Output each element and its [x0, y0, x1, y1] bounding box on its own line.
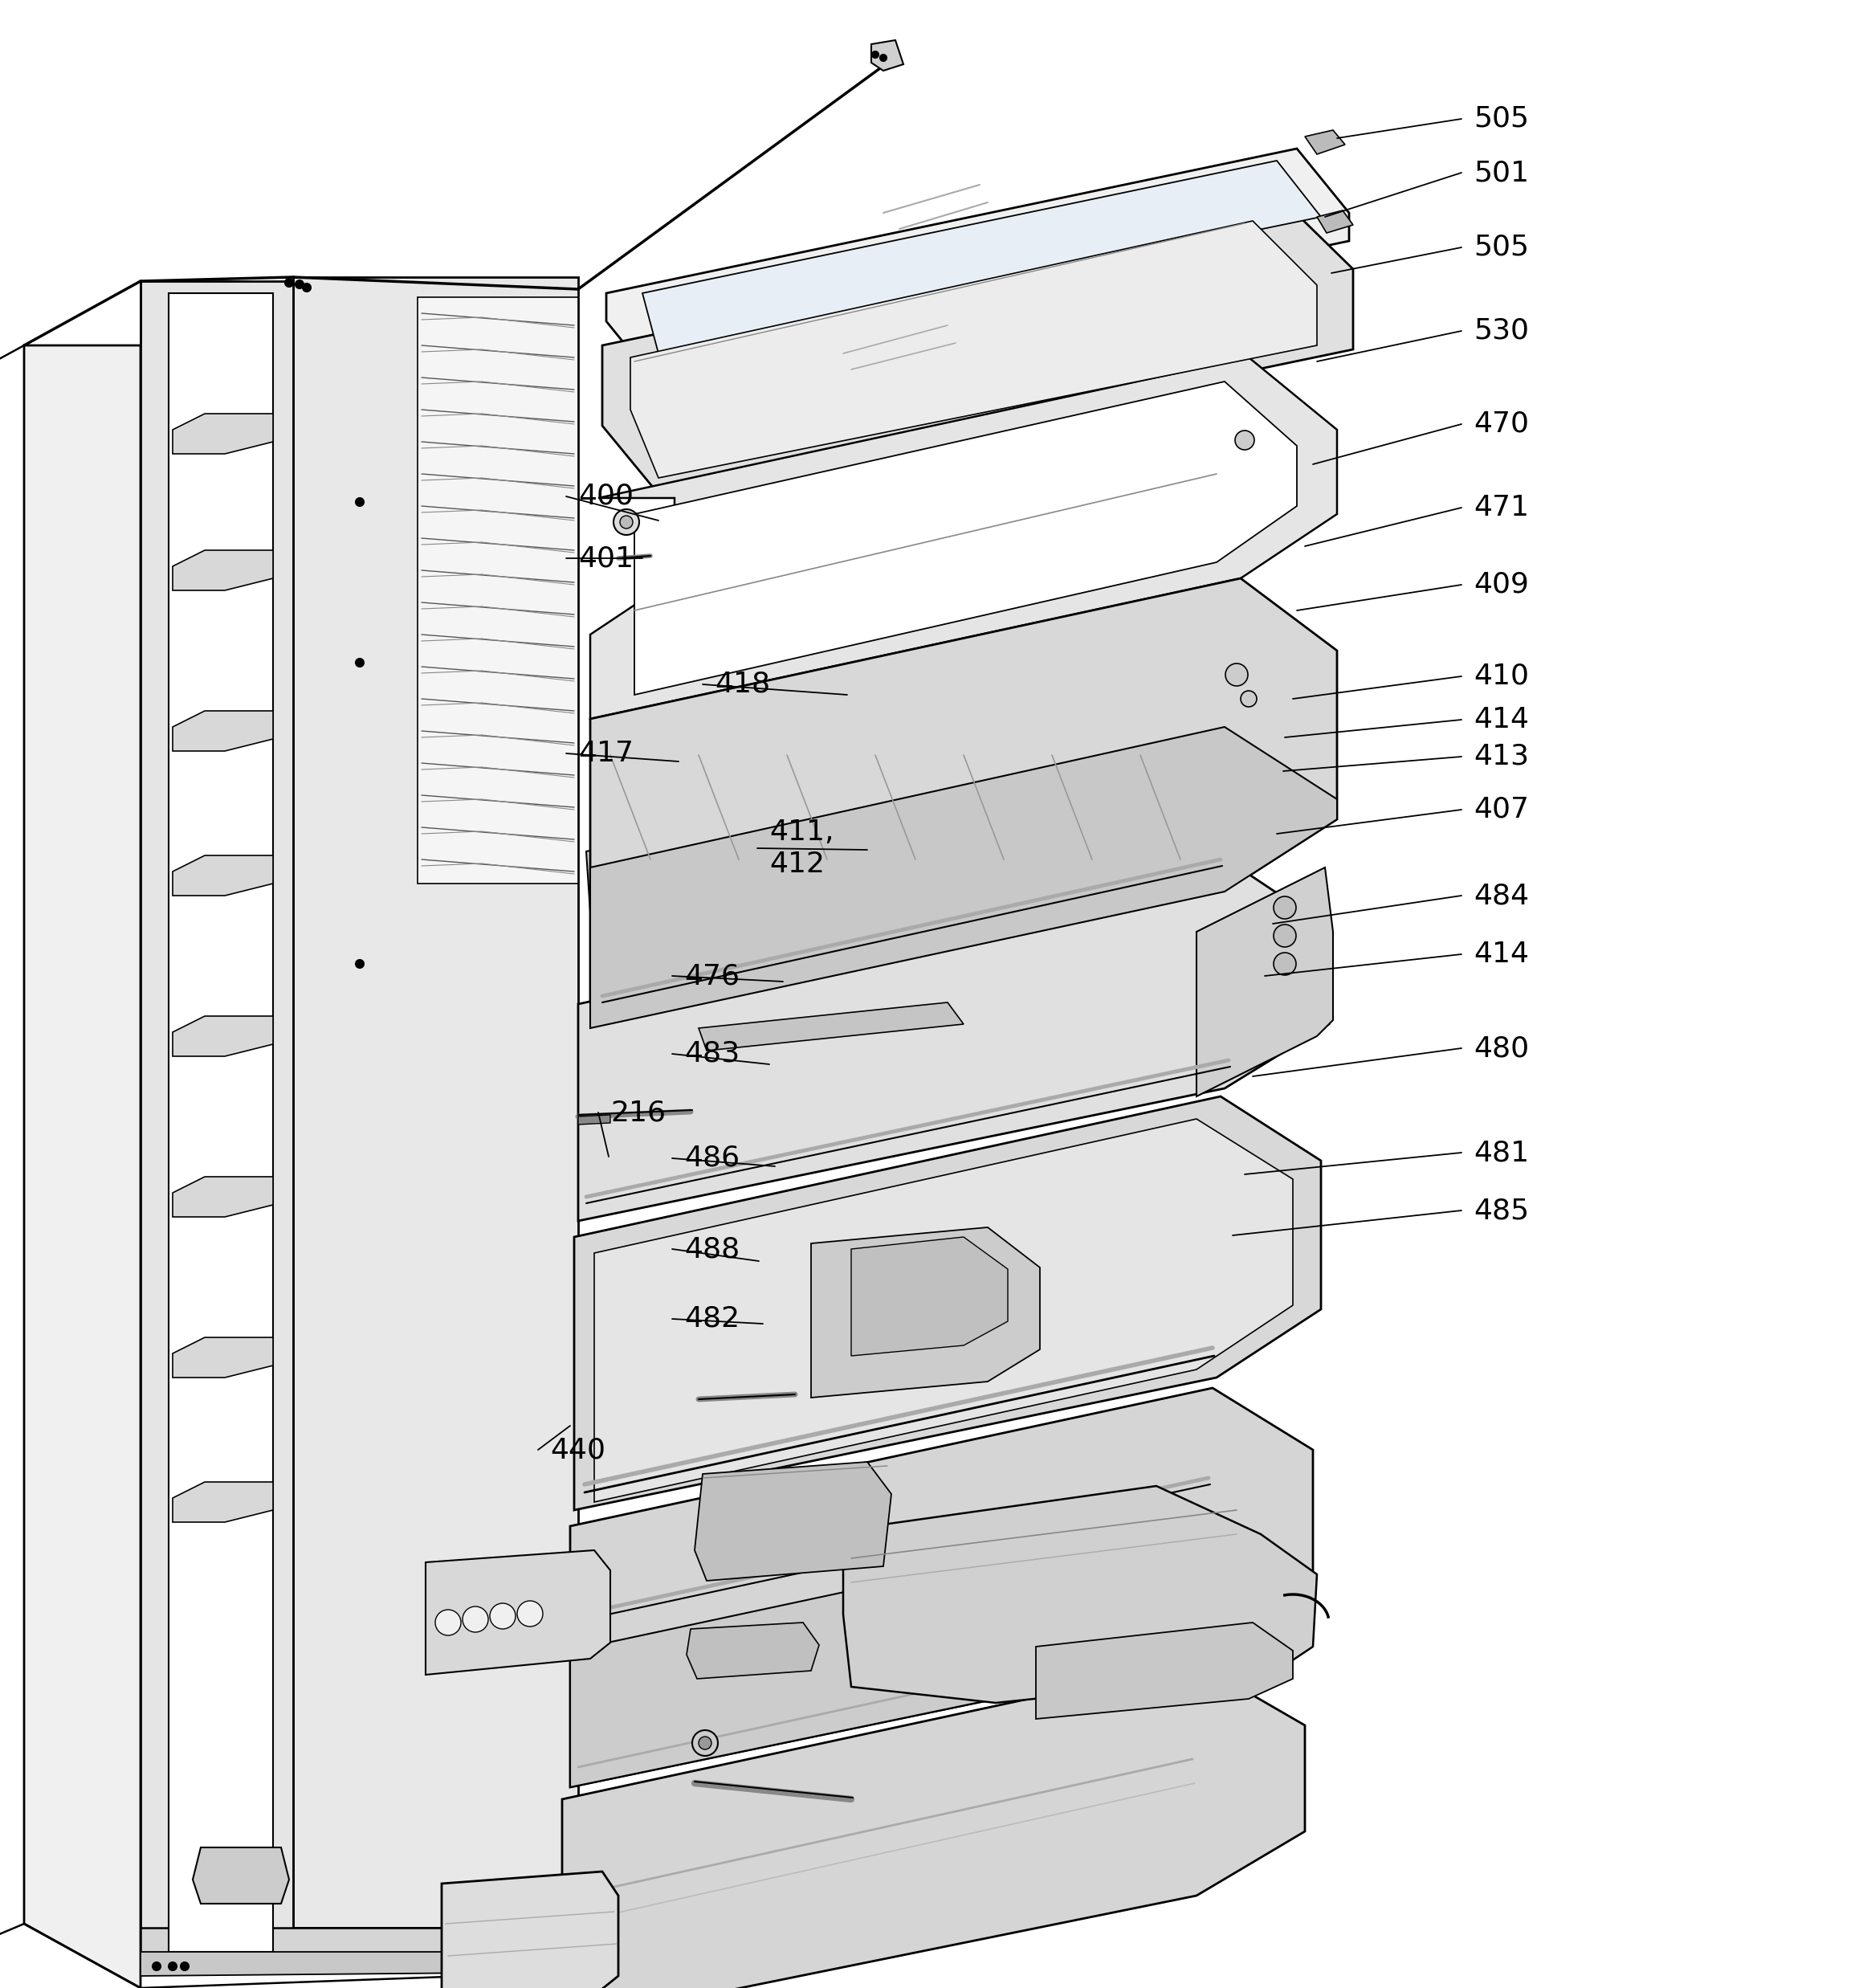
Polygon shape [570, 1388, 1313, 1787]
Text: 470: 470 [1474, 410, 1530, 437]
Text: 440: 440 [550, 1435, 605, 1463]
Circle shape [490, 1602, 516, 1628]
Polygon shape [192, 1847, 289, 1905]
Text: 407: 407 [1474, 795, 1530, 823]
Polygon shape [170, 292, 274, 1952]
Polygon shape [872, 40, 904, 72]
Text: 471: 471 [1474, 493, 1530, 521]
Text: 414: 414 [1474, 706, 1530, 734]
Polygon shape [1036, 1622, 1293, 1720]
Text: 488: 488 [684, 1235, 740, 1262]
Circle shape [356, 658, 363, 666]
Polygon shape [173, 1481, 274, 1523]
Circle shape [518, 1600, 542, 1626]
Circle shape [153, 1962, 160, 1970]
Circle shape [302, 284, 311, 292]
Polygon shape [810, 1227, 1040, 1398]
Circle shape [1235, 431, 1254, 449]
Circle shape [1226, 664, 1248, 686]
Text: 411,
412: 411, 412 [769, 819, 835, 877]
Circle shape [693, 1730, 717, 1755]
Polygon shape [699, 1002, 963, 1050]
Text: 481: 481 [1474, 1139, 1530, 1167]
Text: 413: 413 [1474, 744, 1530, 769]
Text: 482: 482 [684, 1306, 740, 1332]
Text: 409: 409 [1474, 571, 1530, 598]
Circle shape [879, 54, 887, 62]
Polygon shape [425, 1551, 611, 1674]
Polygon shape [591, 728, 1338, 1028]
Polygon shape [24, 346, 140, 1988]
Text: 486: 486 [684, 1145, 740, 1171]
Circle shape [356, 499, 363, 507]
Polygon shape [687, 1622, 820, 1678]
Polygon shape [563, 1662, 1304, 1988]
Polygon shape [587, 714, 1334, 1000]
Circle shape [285, 278, 292, 286]
Circle shape [872, 52, 879, 58]
Polygon shape [695, 1461, 891, 1580]
Polygon shape [173, 855, 274, 897]
Text: 400: 400 [578, 483, 633, 511]
Text: 530: 530 [1474, 318, 1530, 344]
Polygon shape [594, 1119, 1293, 1503]
Circle shape [181, 1962, 188, 1970]
Text: 501: 501 [1474, 159, 1530, 187]
Polygon shape [140, 1952, 570, 1976]
Polygon shape [578, 863, 1328, 1221]
Text: 485: 485 [1474, 1197, 1530, 1225]
Text: 418: 418 [715, 670, 769, 698]
Text: 417: 417 [578, 740, 633, 767]
Polygon shape [140, 280, 292, 1968]
Circle shape [462, 1606, 488, 1632]
Circle shape [1241, 690, 1258, 708]
Circle shape [170, 1962, 177, 1970]
Text: 414: 414 [1474, 940, 1530, 968]
Text: 216: 216 [611, 1099, 665, 1125]
Polygon shape [570, 1515, 1313, 1787]
Polygon shape [591, 579, 1338, 1028]
Circle shape [1274, 952, 1297, 976]
Circle shape [436, 1610, 460, 1636]
Polygon shape [173, 551, 274, 590]
Polygon shape [173, 1016, 274, 1056]
Circle shape [613, 509, 639, 535]
Polygon shape [844, 1485, 1317, 1704]
Polygon shape [643, 161, 1321, 354]
Polygon shape [1196, 867, 1334, 1097]
Text: 410: 410 [1474, 662, 1530, 690]
Polygon shape [442, 1871, 619, 1988]
Polygon shape [417, 296, 578, 883]
Polygon shape [173, 712, 274, 751]
Polygon shape [574, 1097, 1321, 1511]
Circle shape [1274, 924, 1297, 946]
Polygon shape [1304, 129, 1345, 155]
Polygon shape [173, 1177, 274, 1217]
Polygon shape [605, 149, 1349, 386]
Polygon shape [1317, 211, 1353, 233]
Circle shape [620, 515, 633, 529]
Circle shape [1274, 897, 1297, 918]
Circle shape [699, 1738, 712, 1749]
Polygon shape [578, 1115, 611, 1125]
Polygon shape [591, 358, 1338, 720]
Polygon shape [173, 414, 274, 453]
Polygon shape [140, 1928, 578, 1968]
Polygon shape [635, 382, 1297, 694]
Text: 476: 476 [684, 962, 740, 990]
Polygon shape [602, 203, 1353, 493]
Polygon shape [851, 1237, 1008, 1356]
Polygon shape [292, 276, 578, 1928]
Text: 484: 484 [1474, 883, 1530, 909]
Circle shape [356, 960, 363, 968]
Text: 505: 505 [1474, 105, 1530, 133]
Polygon shape [630, 221, 1317, 477]
Text: 480: 480 [1474, 1034, 1530, 1062]
Text: 483: 483 [684, 1040, 740, 1068]
Text: 401: 401 [578, 545, 633, 573]
Polygon shape [173, 1338, 274, 1378]
Text: 505: 505 [1474, 235, 1530, 260]
Circle shape [296, 280, 304, 288]
